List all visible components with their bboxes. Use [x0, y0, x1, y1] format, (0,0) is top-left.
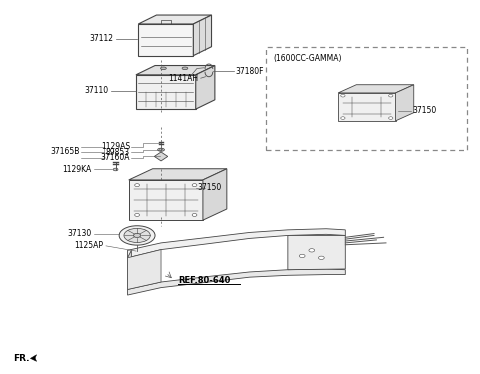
Polygon shape: [129, 180, 203, 220]
Polygon shape: [396, 85, 414, 121]
Polygon shape: [136, 65, 215, 75]
Polygon shape: [338, 93, 396, 121]
Polygon shape: [138, 15, 212, 24]
Text: REF.80-640: REF.80-640: [178, 276, 230, 285]
Ellipse shape: [192, 184, 197, 187]
Text: 1141AH: 1141AH: [168, 74, 198, 83]
Ellipse shape: [160, 67, 166, 70]
Text: (1600CC-GAMMA): (1600CC-GAMMA): [274, 54, 342, 63]
Text: 1129KA: 1129KA: [62, 165, 92, 174]
Text: 1125AP: 1125AP: [74, 241, 104, 250]
Ellipse shape: [319, 256, 324, 260]
Polygon shape: [203, 169, 227, 220]
Ellipse shape: [135, 250, 140, 252]
Text: 89853: 89853: [106, 148, 130, 157]
Ellipse shape: [119, 226, 155, 245]
Ellipse shape: [341, 117, 345, 119]
Ellipse shape: [341, 94, 345, 97]
Ellipse shape: [300, 254, 305, 258]
Ellipse shape: [159, 149, 162, 150]
Text: 37165B: 37165B: [50, 147, 80, 156]
Polygon shape: [338, 85, 414, 93]
Polygon shape: [193, 15, 212, 56]
Polygon shape: [136, 75, 196, 109]
Ellipse shape: [389, 117, 393, 119]
Text: 1129AS: 1129AS: [101, 142, 130, 151]
Polygon shape: [30, 355, 36, 361]
Polygon shape: [155, 152, 168, 161]
Polygon shape: [128, 269, 345, 295]
Ellipse shape: [192, 214, 197, 217]
Ellipse shape: [135, 184, 140, 187]
Ellipse shape: [113, 168, 118, 171]
Polygon shape: [128, 249, 161, 289]
Text: 37130: 37130: [67, 229, 92, 238]
Polygon shape: [196, 65, 215, 109]
Text: FR.: FR.: [12, 354, 29, 363]
Polygon shape: [128, 229, 345, 258]
Ellipse shape: [133, 233, 141, 237]
Ellipse shape: [124, 229, 150, 242]
Text: 37180F: 37180F: [235, 67, 264, 76]
Ellipse shape: [389, 94, 393, 97]
Polygon shape: [129, 169, 227, 180]
Text: 37150: 37150: [412, 106, 436, 115]
Text: 37150: 37150: [197, 183, 221, 192]
Ellipse shape: [309, 249, 315, 252]
Text: 37112: 37112: [89, 34, 113, 43]
Text: 37160A: 37160A: [100, 153, 130, 162]
Polygon shape: [128, 250, 132, 289]
Ellipse shape: [157, 148, 164, 151]
Ellipse shape: [182, 67, 188, 70]
Text: 37110: 37110: [84, 86, 108, 95]
Polygon shape: [138, 24, 193, 56]
Ellipse shape: [135, 214, 140, 217]
Polygon shape: [288, 236, 345, 270]
